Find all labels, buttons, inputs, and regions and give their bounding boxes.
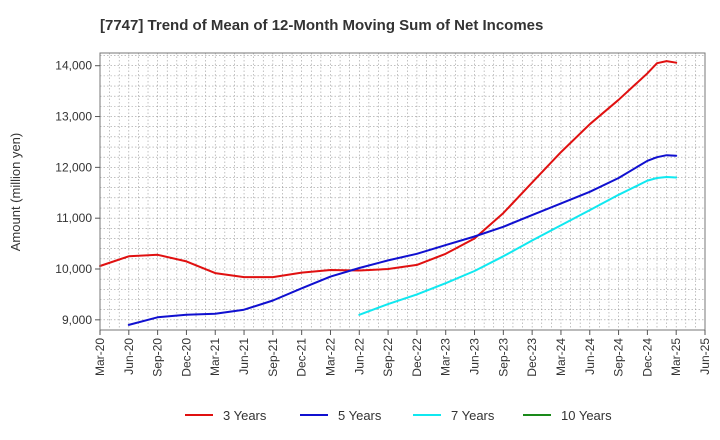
y-axis-ticks: 9,000 10,000 11,000 12,000 13,000 14,000 — [55, 59, 100, 327]
legend: 3 Years 5 Years 7 Years 10 Years — [185, 408, 612, 423]
y-tick-label: 13,000 — [55, 110, 92, 124]
x-tick-label: Mar-25 — [669, 338, 683, 376]
plot-area-frame — [99, 52, 706, 331]
x-tick-label: Mar-20 — [93, 338, 107, 376]
legend-label: 7 Years — [451, 408, 495, 423]
series-line — [358, 176, 678, 316]
chart-title: [7747] Trend of Mean of 12-Month Moving … — [100, 17, 543, 34]
x-tick-label: Dec-21 — [295, 338, 309, 377]
x-tick-label: Sep-24 — [612, 338, 626, 377]
x-tick-label: Dec-23 — [525, 338, 539, 377]
x-tick-label: Mar-22 — [323, 338, 337, 376]
legend-label: 5 Years — [338, 408, 382, 423]
y-tick-label: 9,000 — [62, 313, 92, 327]
x-tick-label: Dec-22 — [410, 338, 424, 377]
x-tick-label: Dec-24 — [640, 338, 654, 377]
x-axis-ticks: Mar-20 Jun-20 Sep-20 Dec-20 Mar-21 Jun-21 Sep-… — [93, 330, 712, 377]
x-tick-label: Dec-20 — [179, 338, 193, 377]
grid — [100, 53, 705, 330]
y-tick-label: 11,000 — [56, 211, 92, 225]
x-tick-label: Jun-24 — [583, 338, 597, 375]
x-tick-label: Jun-23 — [468, 338, 482, 375]
x-tick-label: Sep-23 — [496, 338, 510, 377]
x-tick-label: Sep-21 — [266, 338, 280, 377]
series-lines — [99, 60, 678, 326]
legend-label: 10 Years — [561, 408, 612, 423]
x-tick-label: Sep-20 — [151, 338, 165, 377]
series-line — [99, 60, 678, 279]
legend-label: 3 Years — [223, 408, 267, 423]
x-tick-label: Jun-21 — [237, 338, 251, 375]
x-tick-label: Jun-22 — [352, 338, 366, 375]
x-tick-label: Jun-20 — [122, 338, 136, 375]
x-tick-label: Mar-21 — [208, 338, 222, 376]
x-tick-label: Sep-22 — [381, 338, 395, 377]
y-tick-label: 14,000 — [55, 59, 92, 73]
x-tick-label: Mar-24 — [554, 338, 568, 376]
series-line — [127, 154, 678, 326]
x-tick-label: Mar-23 — [439, 338, 453, 376]
y-tick-label: 10,000 — [55, 262, 92, 276]
y-axis-label: Amount (million yen) — [8, 133, 23, 252]
x-tick-label: Jun-25 — [698, 338, 712, 375]
y-tick-label: 12,000 — [55, 160, 92, 174]
